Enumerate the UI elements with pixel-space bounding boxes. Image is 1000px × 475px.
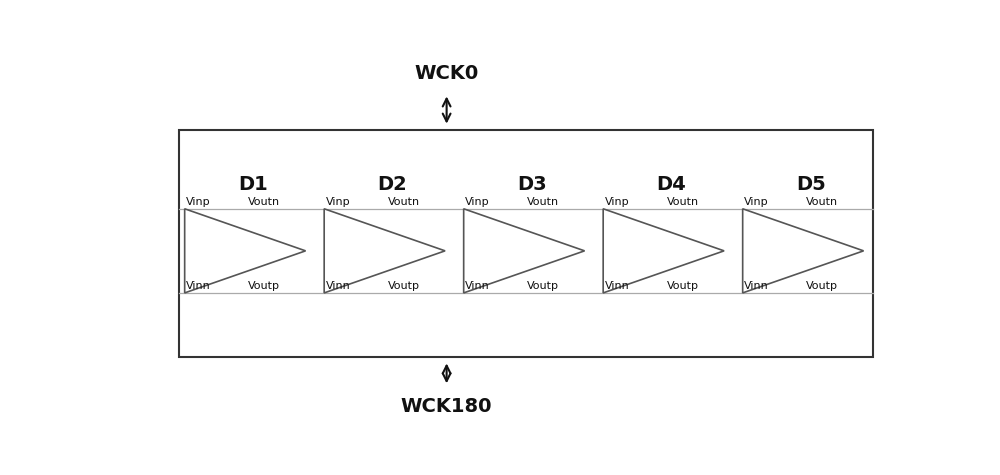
Text: D1: D1 bbox=[238, 175, 268, 194]
Text: Voutn: Voutn bbox=[527, 197, 559, 207]
Text: Vinp: Vinp bbox=[186, 197, 211, 207]
Polygon shape bbox=[185, 209, 306, 293]
Text: D2: D2 bbox=[378, 175, 407, 194]
Text: Voutn: Voutn bbox=[806, 197, 838, 207]
Text: Voutn: Voutn bbox=[248, 197, 280, 207]
Text: Vinp: Vinp bbox=[605, 197, 629, 207]
Text: Vinn: Vinn bbox=[186, 281, 211, 291]
Text: Vinn: Vinn bbox=[605, 281, 629, 291]
Text: Voutp: Voutp bbox=[248, 281, 280, 291]
Polygon shape bbox=[743, 209, 864, 293]
Text: Vinn: Vinn bbox=[744, 281, 769, 291]
Text: Vinp: Vinp bbox=[326, 197, 350, 207]
Text: Vinn: Vinn bbox=[465, 281, 490, 291]
Text: D4: D4 bbox=[656, 175, 686, 194]
Text: D3: D3 bbox=[517, 175, 547, 194]
Text: D5: D5 bbox=[796, 175, 826, 194]
Text: Voutn: Voutn bbox=[388, 197, 420, 207]
Text: Voutp: Voutp bbox=[667, 281, 699, 291]
Text: WCK180: WCK180 bbox=[401, 397, 492, 416]
Polygon shape bbox=[324, 209, 445, 293]
Text: Voutp: Voutp bbox=[388, 281, 420, 291]
Text: Vinp: Vinp bbox=[465, 197, 490, 207]
Text: Voutp: Voutp bbox=[527, 281, 559, 291]
Bar bbox=[179, 130, 873, 357]
Text: Vinn: Vinn bbox=[326, 281, 350, 291]
Text: WCK0: WCK0 bbox=[415, 64, 479, 83]
Text: Voutp: Voutp bbox=[806, 281, 838, 291]
Text: Vinp: Vinp bbox=[744, 197, 769, 207]
Polygon shape bbox=[464, 209, 585, 293]
Polygon shape bbox=[603, 209, 724, 293]
Text: Voutn: Voutn bbox=[667, 197, 699, 207]
